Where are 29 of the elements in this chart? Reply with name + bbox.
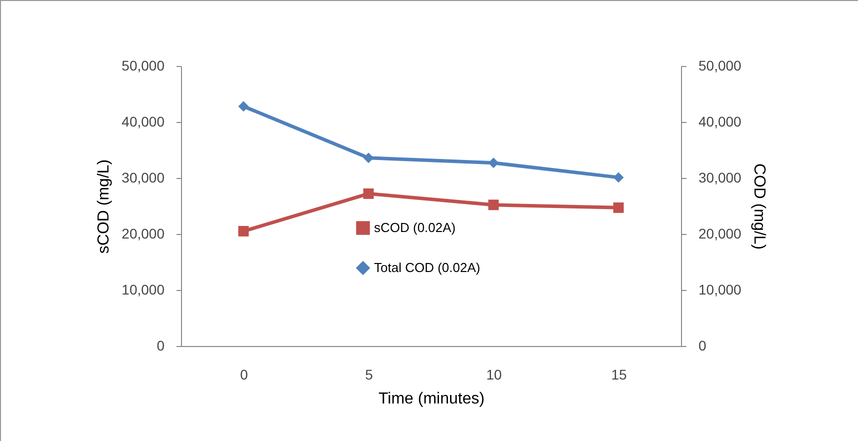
y-tick-label: 30,000 [122,170,165,186]
y-tick-label: 50,000 [122,58,165,74]
x-tick-label: 10 [486,366,502,382]
legend-label: Total COD (0.02A) [374,260,480,275]
point [488,158,499,168]
y2-tick-label: 20,000 [698,226,742,242]
y2-tick-label: 10,000 [698,282,742,298]
y2-tick-label: 30,000 [698,170,742,186]
x-tick-label: 0 [240,366,248,382]
point [488,200,499,210]
y2-tick-label: 50,000 [698,58,742,74]
point [613,172,624,183]
y-tick-label: 20,000 [122,226,165,242]
x-tick-label: 15 [611,366,627,382]
y2-axis-title: COD (mg/L) [750,163,768,250]
y-tick-label: 0 [156,338,165,354]
y-tick-label: 10,000 [122,282,165,298]
x-axis-title: Time (minutes) [378,390,485,408]
point [238,226,249,236]
y2-tick-label: 0 [698,338,706,354]
y2-tick-label: 40,000 [698,114,742,130]
x-tick-label: 5 [365,366,374,382]
point [613,202,624,213]
y-tick-label: 40,000 [122,114,165,130]
y-axis-title: sCOD (mg/L) [96,159,113,254]
legend-label: sCOD (0.02A) [374,220,456,235]
point [238,101,249,112]
point [363,188,374,199]
point [363,152,374,164]
